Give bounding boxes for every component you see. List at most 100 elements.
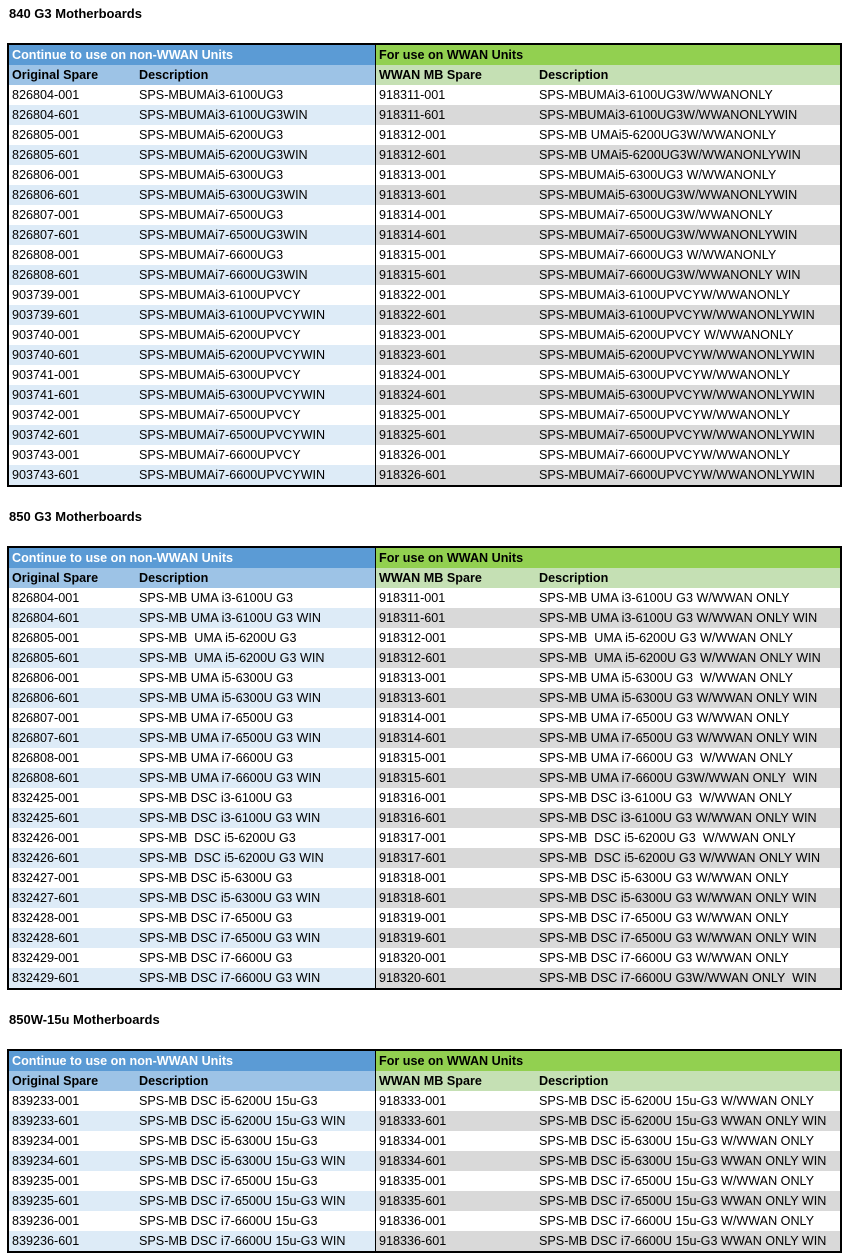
cell-wwan-description: SPS-MB DSC i5-6300U G3 W/WWAN ONLY WIN	[536, 888, 840, 908]
cell-description: SPS-MB UMA i7-6600U G3	[139, 751, 293, 765]
group-header-non-wwan: Continue to use on non-WWAN Units	[9, 45, 375, 65]
cell-original-spare: 903739-001	[12, 288, 80, 302]
cell-description: SPS-MB UMA i3-6100U G3 WIN	[136, 608, 375, 628]
cell-wwan-description: SPS-MBUMAi7-6600UPVCYW/WWANONLYWIN	[536, 465, 840, 485]
table-row: 903742-001 SPS-MBUMAi7-6500UPVCY 918325-00…	[9, 405, 840, 425]
cell-original-spare: 832425-001	[12, 791, 80, 805]
cell-description: SPS-MB UMA i3-6100U G3	[139, 591, 293, 605]
cell-original-spare: 826808-001	[12, 248, 80, 262]
cell-wwan-mb-spare: 918322-001	[375, 285, 536, 305]
cell-original-spare: 832428-001	[12, 911, 80, 925]
table-row: 826808-601 SPS-MB UMA i7-6600U G3 WIN 9183…	[9, 768, 840, 788]
column-header-description: Description	[136, 1071, 375, 1091]
table-row: 826806-001 SPS-MB UMA i5-6300U G3 918313-0…	[9, 668, 840, 688]
cell-original-spare: 826806-001	[12, 671, 80, 685]
cell-original-spare: 832426-001	[12, 831, 80, 845]
cell-wwan-mb-spare: 918326-001	[375, 445, 536, 465]
cell-wwan-description: SPS-MB UMA i5-6200U G3 W/WWAN ONLY	[539, 631, 794, 645]
column-header-wwan-mb-spare: WWAN MB Spare	[375, 568, 536, 588]
cell-wwan-description: SPS-MB UMA i5-6200U G3 W/WWAN ONLY WIN	[536, 648, 840, 668]
cell-description: SPS-MB DSC i7-6600U G3	[139, 951, 293, 965]
group-header-row: Continue to use on non-WWAN Units For use…	[9, 1051, 840, 1071]
cell-wwan-mb-spare: 918312-601	[375, 145, 536, 165]
cell-wwan-mb-spare: 918325-001	[375, 405, 536, 425]
cell-original-spare: 826806-001	[12, 168, 80, 182]
cell-description: SPS-MBUMAi7-6500UPVCYWIN	[136, 425, 375, 445]
cell-original-spare: 839235-601	[9, 1191, 136, 1211]
cell-wwan-description: SPS-MBUMAi7-6500UPVCYW/WWANONLYWIN	[536, 425, 840, 445]
cell-original-spare: 826805-601	[9, 145, 136, 165]
cell-wwan-description: SPS-MB DSC i7-6600U G3 W/WWAN ONLY	[539, 951, 789, 965]
table-row: 839235-601 SPS-MB DSC i7-6500U 15u-G3 WIN…	[9, 1191, 840, 1211]
cell-wwan-mb-spare: 918312-601	[375, 648, 536, 668]
table-row: 903739-601 SPS-MBUMAi3-6100UPVCYWIN 918322…	[9, 305, 840, 325]
table-row: 832425-601 SPS-MB DSC i3-6100U G3 WIN 9183…	[9, 808, 840, 828]
table-row: 839234-601 SPS-MB DSC i5-6300U 15u-G3 WIN…	[9, 1151, 840, 1171]
cell-wwan-description: SPS-MB DSC i5-6200U 15u-G3 WWAN ONLY WIN	[536, 1111, 840, 1131]
table-row: 826805-001 SPS-MB UMA i5-6200U G3 918312-0…	[9, 628, 840, 648]
cell-wwan-mb-spare: 918334-601	[375, 1151, 536, 1171]
cell-description: SPS-MBUMAi7-6500UG3	[139, 208, 284, 222]
cell-original-spare: 903740-601	[9, 345, 136, 365]
table-row: 826804-001 SPS-MB UMA i3-6100U G3 918311-0…	[9, 588, 840, 608]
cell-description: SPS-MBUMAi7-6600UPVCY	[139, 448, 301, 462]
table-row: 839234-001 SPS-MB DSC i5-6300U 15u-G3 9183…	[9, 1131, 840, 1151]
cell-wwan-mb-spare: 918314-001	[375, 205, 536, 225]
cell-wwan-mb-spare: 918317-601	[375, 848, 536, 868]
column-header-original-spare: Original Spare	[9, 65, 136, 85]
table-row: 903742-601 SPS-MBUMAi7-6500UPVCYWIN 918325…	[9, 425, 840, 445]
group-header-wwan: For use on WWAN Units	[375, 45, 840, 65]
cell-wwan-mb-spare: 918311-001	[375, 85, 536, 105]
section-title: 840 G3 Motherboards	[9, 6, 142, 21]
cell-original-spare: 832427-601	[9, 888, 136, 908]
table-row: 903741-001 SPS-MBUMAi5-6300UPVCY 918324-00…	[9, 365, 840, 385]
table-row: 903739-001 SPS-MBUMAi3-6100UPVCY 918322-00…	[9, 285, 840, 305]
cell-wwan-description: SPS-MB DSC i5-6300U 15u-G3 W/WWAN ONLY	[539, 1134, 815, 1148]
cell-wwan-description: SPS-MBUMAi3-6100UG3W/WWANONLY	[539, 88, 773, 102]
cell-wwan-description: SPS-MB UMA i3-6100U G3 W/WWAN ONLY	[539, 591, 790, 605]
table-row: 832426-001 SPS-MB DSC i5-6200U G3 918317-0…	[9, 828, 840, 848]
cell-wwan-description: SPS-MB DSC i5-6200U G3 W/WWAN ONLY	[539, 831, 796, 845]
column-header-row: Original Spare Description WWAN MB Spare De…	[9, 65, 840, 85]
table-row: 903741-601 SPS-MBUMAi5-6300UPVCYWIN 918324…	[9, 385, 840, 405]
cell-original-spare: 826805-001	[12, 631, 80, 645]
column-header-wwan-mb-spare: WWAN MB Spare	[375, 1071, 536, 1091]
cell-description: SPS-MBUMAi5-6300UG3WIN	[136, 185, 375, 205]
cell-description: SPS-MBUMAi5-6300UPVCYWIN	[136, 385, 375, 405]
cell-description: SPS-MB UMA i5-6200U G3	[139, 631, 297, 645]
cell-wwan-mb-spare: 918315-601	[375, 265, 536, 285]
group-header-non-wwan: Continue to use on non-WWAN Units	[9, 1051, 375, 1071]
cell-wwan-description: SPS-MBUMAi7-6500UG3W/WWANONLYWIN	[536, 225, 840, 245]
cell-description: SPS-MBUMAi7-6500UG3WIN	[136, 225, 375, 245]
section-title: 850W-15u Motherboards	[9, 1012, 160, 1027]
column-header-original-spare: Original Spare	[9, 1071, 136, 1091]
cell-original-spare: 903742-001	[12, 408, 80, 422]
cell-wwan-description: SPS-MB DSC i7-6500U G3 W/WWAN ONLY WIN	[536, 928, 840, 948]
cell-original-spare: 826806-601	[9, 688, 136, 708]
table-row: 826808-001 SPS-MB UMA i7-6600U G3 918315-0…	[9, 748, 840, 768]
column-header-wwan-description: Description	[536, 568, 840, 588]
table-row: 826804-601 SPS-MB UMA i3-6100U G3 WIN 9183…	[9, 608, 840, 628]
cell-description: SPS-MBUMAi5-6300UPVCY	[139, 368, 301, 382]
cell-wwan-description: SPS-MB UMA i5-6300U G3 W/WWAN ONLY	[539, 671, 794, 685]
cell-description: SPS-MB UMA i5-6300U G3	[139, 671, 293, 685]
cell-original-spare: 839233-001	[12, 1094, 80, 1108]
cell-original-spare: 826808-601	[9, 768, 136, 788]
cell-wwan-mb-spare: 918335-001	[375, 1171, 536, 1191]
cell-original-spare: 826805-601	[9, 648, 136, 668]
cell-wwan-mb-spare: 918314-001	[375, 708, 536, 728]
cell-description: SPS-MBUMAi3-6100UPVCY	[139, 288, 301, 302]
cell-wwan-description: SPS-MBUMAi5-6200UPVCY W/WWANONLY	[539, 328, 794, 342]
cell-original-spare: 832427-001	[12, 871, 80, 885]
cell-description: SPS-MB DSC i7-6500U G3 WIN	[136, 928, 375, 948]
cell-wwan-mb-spare: 918313-001	[375, 668, 536, 688]
column-header-wwan-mb-spare: WWAN MB Spare	[375, 65, 536, 85]
cell-original-spare: 839234-601	[9, 1151, 136, 1171]
table-row: 832427-601 SPS-MB DSC i5-6300U G3 WIN 9183…	[9, 888, 840, 908]
cell-wwan-mb-spare: 918325-601	[375, 425, 536, 445]
cell-description: SPS-MB DSC i5-6300U G3	[139, 871, 293, 885]
cell-wwan-mb-spare: 918317-001	[375, 828, 536, 848]
cell-wwan-description: SPS-MB DSC i7-6600U 15u-G3 WWAN ONLY WIN	[536, 1231, 840, 1251]
cell-wwan-description: SPS-MB DSC i7-6500U G3 W/WWAN ONLY	[539, 911, 789, 925]
table-row: 903740-601 SPS-MBUMAi5-6200UPVCYWIN 918323…	[9, 345, 840, 365]
